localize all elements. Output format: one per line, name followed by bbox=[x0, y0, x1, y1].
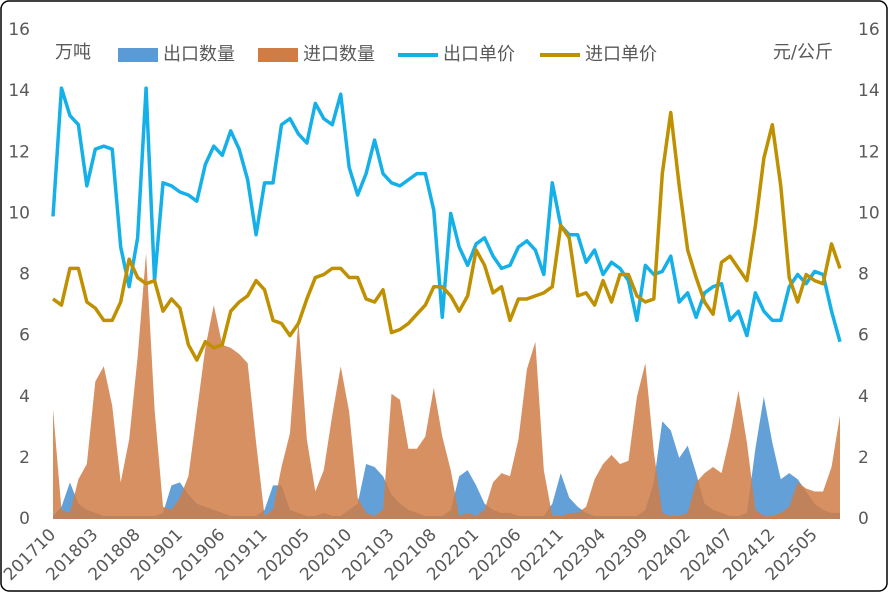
y-tick-label: 14 bbox=[8, 81, 30, 101]
y-tick-label: 6 bbox=[19, 326, 30, 346]
legend-text: 出口数量 bbox=[163, 44, 235, 65]
y-axis-label: 万吨 bbox=[55, 42, 91, 63]
y-tick-label: 2 bbox=[19, 448, 30, 468]
y-tick-label: 16 bbox=[8, 20, 30, 40]
y-tick-label: 10 bbox=[8, 203, 30, 223]
legend-swatch bbox=[118, 48, 158, 62]
y2-tick-label: 10 bbox=[858, 203, 880, 223]
y2-axis-label: 元/公斤 bbox=[773, 42, 833, 63]
y2-tick-label: 2 bbox=[858, 448, 869, 468]
y-tick-label: 4 bbox=[19, 387, 30, 407]
area bbox=[53, 396, 840, 519]
y2-tick-label: 16 bbox=[858, 20, 880, 40]
legend-text: 进口数量 bbox=[303, 44, 375, 65]
legend-swatch bbox=[258, 48, 298, 62]
legend-text: 进口单价 bbox=[585, 44, 657, 65]
y2-tick-label: 0 bbox=[858, 509, 869, 529]
y2-tick-label: 14 bbox=[858, 81, 880, 101]
y2-tick-label: 8 bbox=[858, 265, 869, 285]
y2-tick-label: 6 bbox=[858, 326, 869, 346]
y2-tick-label: 12 bbox=[858, 142, 880, 162]
y-tick-label: 8 bbox=[19, 265, 30, 285]
y-tick-label: 12 bbox=[8, 142, 30, 162]
line bbox=[51, 110, 842, 362]
area bbox=[53, 253, 840, 519]
legend-text: 出口单价 bbox=[443, 44, 515, 65]
y2-tick-label: 4 bbox=[858, 387, 869, 407]
y-tick-label: 0 bbox=[19, 509, 30, 529]
line bbox=[51, 86, 842, 343]
